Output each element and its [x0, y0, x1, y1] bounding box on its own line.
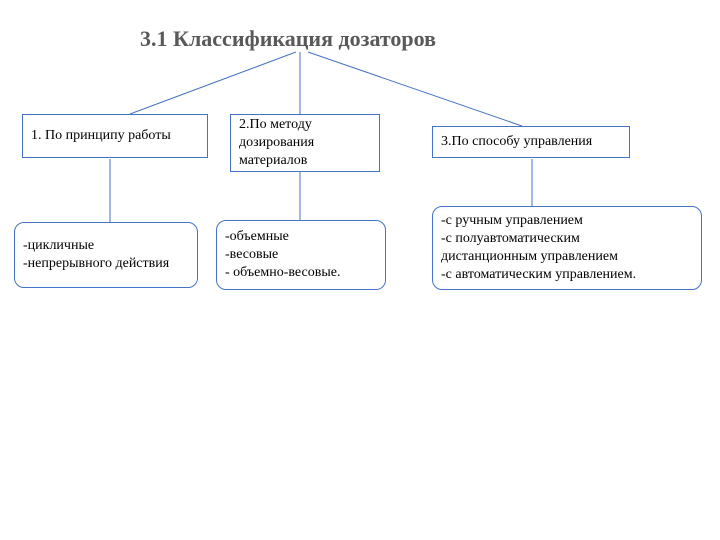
leaf-label-1: -цикличные-непрерывного действия: [23, 237, 169, 273]
leaf-label-2: -объемные-весовые- объемно-весовые.: [225, 228, 340, 283]
category-label-1: 1. По принципу работы: [31, 127, 171, 145]
leaf-box-1: -цикличные-непрерывного действия: [14, 222, 198, 288]
category-label-2: 2.По методу дозирования материалов: [239, 116, 371, 171]
leaf-box-2: -объемные-весовые- объемно-весовые.: [216, 220, 386, 290]
category-box-3: 3.По способу управления: [432, 126, 630, 158]
category-label-3: 3.По способу управления: [441, 133, 592, 151]
leaf-label-3: -с ручным управлением-с полуавтоматическ…: [441, 212, 636, 285]
category-box-1: 1. По принципу работы: [22, 114, 208, 158]
category-box-2: 2.По методу дозирования материалов: [230, 114, 380, 172]
diagram-title: 3.1 Классификация дозаторов: [140, 26, 436, 52]
leaf-box-3: -с ручным управлением-с полуавтоматическ…: [432, 206, 702, 290]
